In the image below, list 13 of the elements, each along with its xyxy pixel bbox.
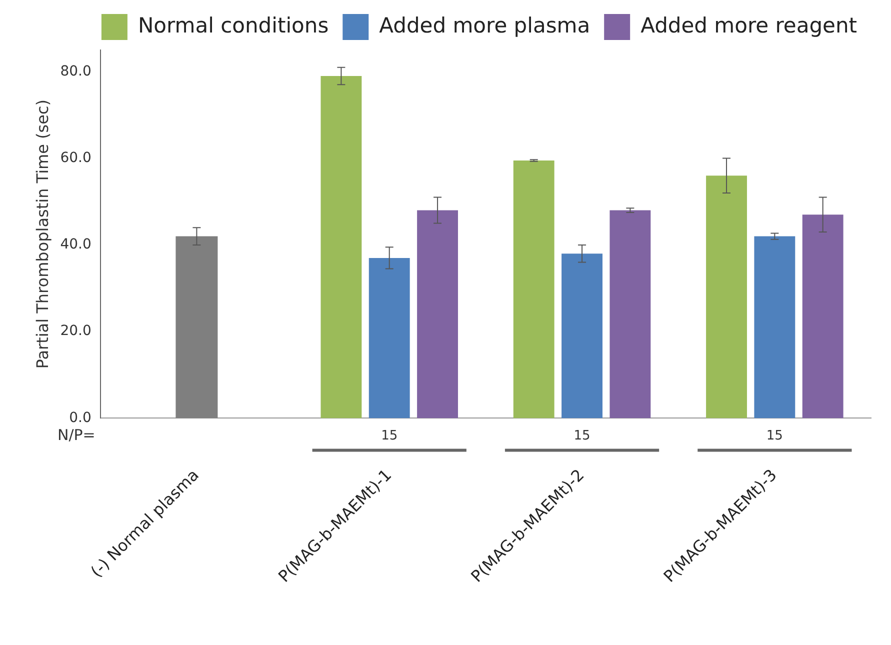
- y-tick-label: 60.0: [60, 150, 92, 166]
- y-tick-label: 80.0: [60, 63, 92, 80]
- legend-label: Added more reagent: [640, 13, 858, 38]
- text: 15: [766, 428, 783, 444]
- y-axis-title: Partial Thromboplastin Time (sec): [32, 100, 52, 369]
- y-tick-label: 20.0: [60, 323, 92, 340]
- y-tick-label: 0.0: [69, 410, 92, 426]
- text: 15: [381, 428, 398, 444]
- legend-label: Normal conditions: [138, 13, 329, 38]
- text: N/P=: [57, 426, 96, 444]
- y-tick-label: 40.0: [60, 236, 92, 253]
- legend-label: Added more plasma: [379, 13, 590, 38]
- text: 15: [574, 428, 590, 444]
